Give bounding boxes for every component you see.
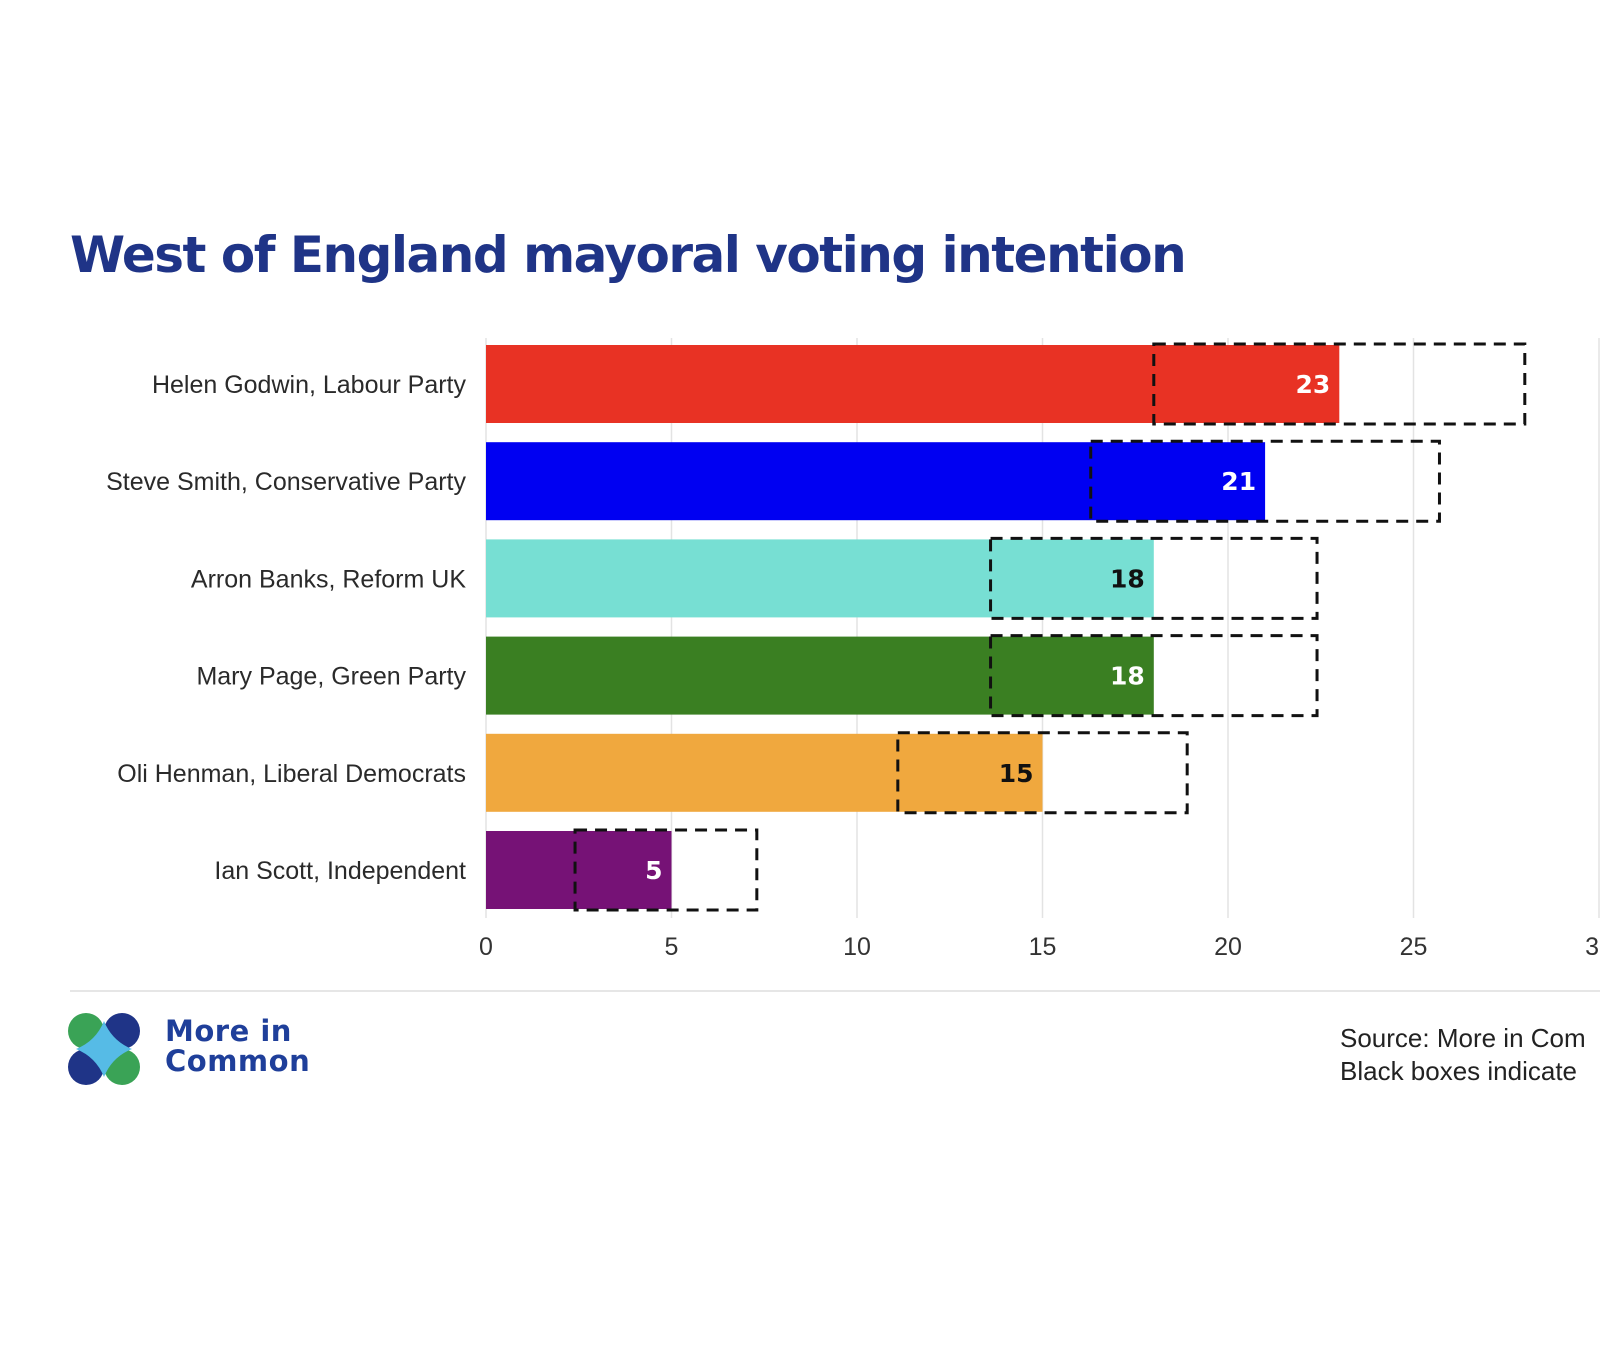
chart-title: West of England mayoral voting intention [70,226,1187,284]
bar-value-label: 21 [1221,467,1256,496]
category-label: Steve Smith, Conservative Party [106,468,466,496]
bar-value-label: 23 [1296,370,1331,399]
x-tick-label: 25 [1400,933,1428,961]
brand-line-2: Common [165,1044,311,1078]
interval-box [1152,342,1527,426]
source-line-1: Source: More in Com [1340,1023,1586,1053]
bar-value-label: 18 [1110,564,1145,593]
x-tick-label: 15 [1029,933,1057,961]
bar-value-label: 5 [645,856,662,885]
category-label: Mary Page, Green Party [196,663,466,691]
bar-value-label: 15 [999,759,1034,788]
footer-divider [70,990,1600,992]
bar-chart: 23 Helen Godwin, Labour Party 21 Steve Smit… [106,338,1600,961]
bar-value-label: 18 [1110,662,1145,691]
category-label: Ian Scott, Independent [214,857,466,885]
interval-box [1089,439,1441,523]
category-label: Arron Banks, Reform UK [191,565,466,593]
x-tick-label: 10 [843,933,871,961]
source-note: Source: More in Com Black boxes indicate [1340,1022,1586,1088]
x-tick-label: 30 [1585,933,1600,961]
more-in-common-logo-icon [68,1013,140,1085]
bar [486,831,672,909]
brand-name: More in Common [165,1016,310,1076]
category-label: Oli Henman, Liberal Democrats [117,760,466,788]
interval-box [573,828,759,912]
interval-box [896,731,1189,815]
x-tick-label: 0 [479,933,493,961]
interval-box [989,536,1319,620]
bar [486,442,1266,521]
bar [486,345,1340,423]
brand-line-1: More in [165,1014,292,1048]
interval-box [989,634,1319,718]
x-tick-label: 5 [665,933,679,961]
source-line-2: Black boxes indicate [1340,1056,1578,1086]
x-tick-label: 20 [1214,933,1242,961]
category-label: Helen Godwin, Labour Party [152,371,467,399]
bar [486,733,1043,812]
bar [486,539,1154,618]
bar [486,636,1154,715]
